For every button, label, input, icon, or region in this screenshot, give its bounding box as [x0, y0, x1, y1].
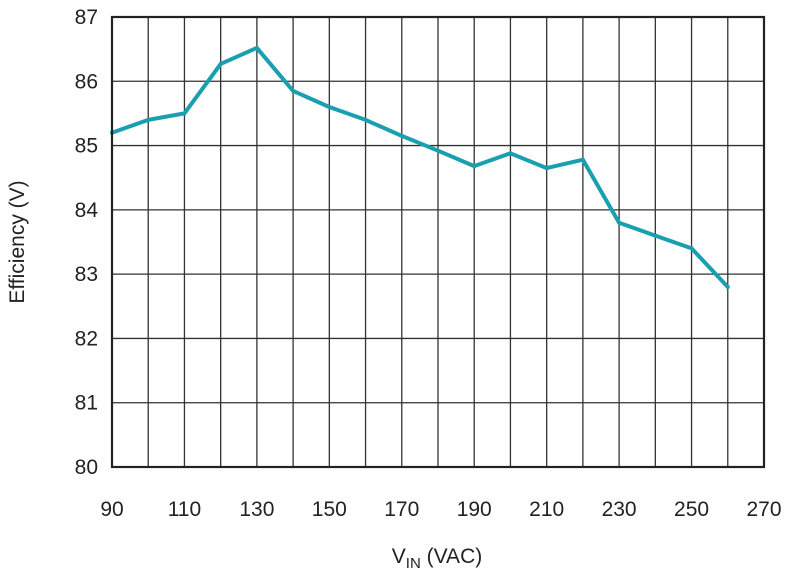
- y-tick-label: 83: [75, 263, 98, 286]
- data-point: [182, 111, 187, 116]
- data-point: [327, 105, 332, 109]
- x-tick-label: 250: [674, 498, 709, 521]
- x-tick-label: 210: [529, 498, 564, 521]
- grid: [112, 17, 764, 467]
- x-tick-label: 130: [239, 498, 274, 521]
- data-point: [146, 117, 151, 122]
- y-tick-label: 84: [75, 199, 99, 222]
- data-point: [436, 148, 440, 153]
- data-point: [218, 61, 223, 66]
- data-point: [508, 151, 513, 156]
- data-point: [399, 133, 404, 138]
- y-tick-label: 87: [75, 6, 98, 29]
- x-tick-labels: 90 110 130 150 170 190 210 230 250 270: [100, 498, 781, 521]
- x-tick-label: 110: [168, 498, 201, 521]
- x-tick-label: 190: [457, 498, 492, 521]
- x-tick-label: 90: [100, 498, 123, 521]
- x-axis-title-main: V: [392, 545, 406, 568]
- x-tick-label: 270: [746, 498, 781, 521]
- data-point: [363, 117, 368, 122]
- x-axis-title: VIN (VAC): [392, 545, 482, 572]
- data-point: [617, 220, 622, 225]
- data-point: [472, 164, 477, 169]
- x-tick-label: 150: [312, 498, 347, 521]
- x-tick-label: 170: [384, 498, 419, 521]
- x-axis-title-subscript: IN: [406, 555, 421, 572]
- data-point: [725, 285, 730, 289]
- data-point: [254, 45, 259, 50]
- y-tick-label: 80: [75, 456, 98, 479]
- y-tick-label: 85: [75, 135, 98, 158]
- y-tick-label: 82: [75, 327, 98, 350]
- x-axis-title-unit: (VAC): [421, 545, 482, 568]
- x-tick-label: 230: [602, 498, 637, 521]
- data-point: [653, 233, 658, 238]
- series-line: [111, 45, 730, 289]
- y-tick-label: 81: [75, 392, 98, 415]
- data-point: [291, 88, 296, 93]
- plot-frame: [110, 15, 766, 469]
- data-point: [689, 246, 694, 251]
- y-tick-label: 86: [75, 70, 98, 93]
- y-axis-title: Efficiency (V): [6, 180, 29, 303]
- data-point: [544, 166, 549, 171]
- y-tick-labels: 80 81 82 83 84 85 86 87: [75, 6, 99, 479]
- data-point: [580, 157, 585, 162]
